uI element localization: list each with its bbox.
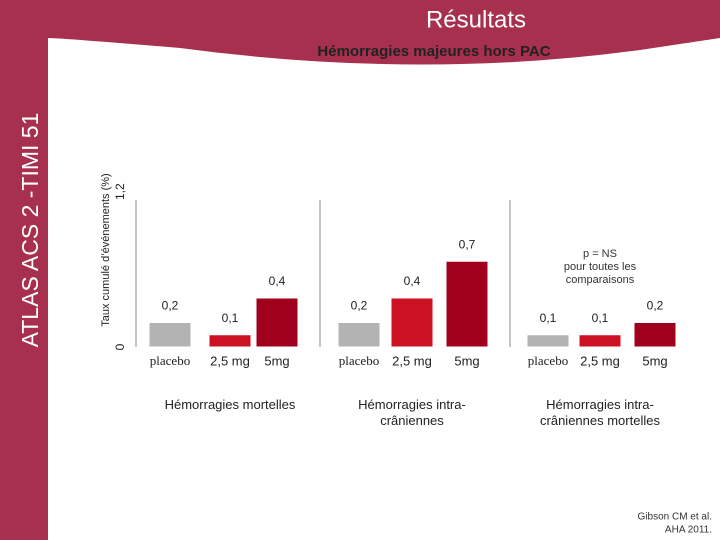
series-label: 5mg	[454, 353, 479, 368]
annotation: pour toutes les	[564, 261, 637, 273]
series-label: 2,5 mg	[392, 353, 432, 368]
header: Résultats	[426, 6, 526, 33]
series-label: 5mg	[642, 353, 667, 368]
series-label: 2,5 mg	[580, 353, 620, 368]
value-label: 0,1	[592, 311, 609, 325]
y-axis-label: Taux cumulé d’événements (%)	[100, 173, 112, 326]
value-label: 0,2	[162, 299, 179, 313]
value-label: 0,4	[404, 274, 421, 288]
bar	[445, 260, 489, 348]
chart-title: Hémorragies majeures hors PAC	[317, 43, 550, 60]
y-tick-label: 0	[113, 343, 127, 350]
series-label: placebo	[150, 353, 190, 368]
value-label: 0,1	[222, 311, 239, 325]
value-label: 0,2	[351, 299, 368, 313]
category-label: Hémorragies mortelles	[164, 397, 296, 412]
series-label: 2,5 mg	[210, 353, 250, 368]
annotation: comparaisons	[566, 274, 635, 286]
bar	[255, 297, 299, 348]
bar	[526, 334, 570, 348]
bar	[633, 322, 677, 348]
annotation: p = NS	[583, 248, 617, 260]
source: Gibson CM et al.	[638, 512, 712, 523]
value-label: 0,4	[269, 274, 286, 288]
bar	[390, 297, 434, 348]
bar	[578, 334, 622, 348]
value-label: 0,1	[540, 311, 557, 325]
category-label: Hémorragies intra-crâniennes	[358, 397, 466, 428]
series-label: placebo	[339, 353, 379, 368]
series-label: 5mg	[264, 353, 289, 368]
series-label: placebo	[528, 353, 568, 368]
y-tick-label: 1,2	[113, 183, 127, 200]
bar	[148, 322, 192, 348]
source: AHA 2011.	[665, 525, 712, 536]
bar	[208, 334, 252, 348]
side-title: ATLAS ACS 2 -TIMI 51	[17, 113, 43, 348]
category-label: Hémorragies intra-crâniennes mortelles	[540, 397, 660, 428]
value-label: 0,2	[647, 299, 664, 313]
bar	[337, 322, 381, 348]
value-label: 0,7	[459, 237, 476, 251]
